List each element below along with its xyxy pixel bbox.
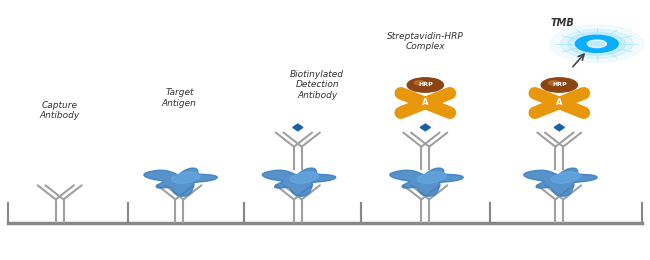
Circle shape [575, 35, 618, 52]
Text: Biotinylated
Detection
Antibody: Biotinylated Detection Antibody [291, 70, 344, 100]
Polygon shape [290, 172, 318, 183]
Circle shape [568, 32, 626, 55]
Text: HRP: HRP [418, 82, 433, 87]
Text: A: A [422, 99, 428, 107]
Polygon shape [554, 124, 564, 131]
Polygon shape [524, 168, 597, 196]
Text: TMB: TMB [551, 18, 575, 28]
Polygon shape [172, 172, 200, 183]
Circle shape [587, 40, 606, 48]
Polygon shape [292, 124, 303, 131]
Polygon shape [144, 168, 217, 196]
Text: A: A [556, 99, 562, 107]
Polygon shape [417, 172, 447, 183]
Circle shape [575, 35, 618, 52]
Text: Streptavidin-HRP
Complex: Streptavidin-HRP Complex [387, 31, 463, 51]
Circle shape [549, 81, 559, 85]
Circle shape [550, 25, 644, 62]
Text: Capture
Antibody: Capture Antibody [40, 101, 80, 120]
Circle shape [415, 81, 425, 85]
Polygon shape [551, 172, 580, 183]
Circle shape [541, 78, 577, 92]
Circle shape [407, 78, 443, 92]
Polygon shape [390, 168, 463, 196]
Text: Target
Antigen: Target Antigen [162, 88, 197, 108]
Text: HRP: HRP [552, 82, 567, 87]
Polygon shape [421, 124, 430, 131]
Circle shape [560, 29, 633, 58]
Polygon shape [262, 168, 336, 196]
